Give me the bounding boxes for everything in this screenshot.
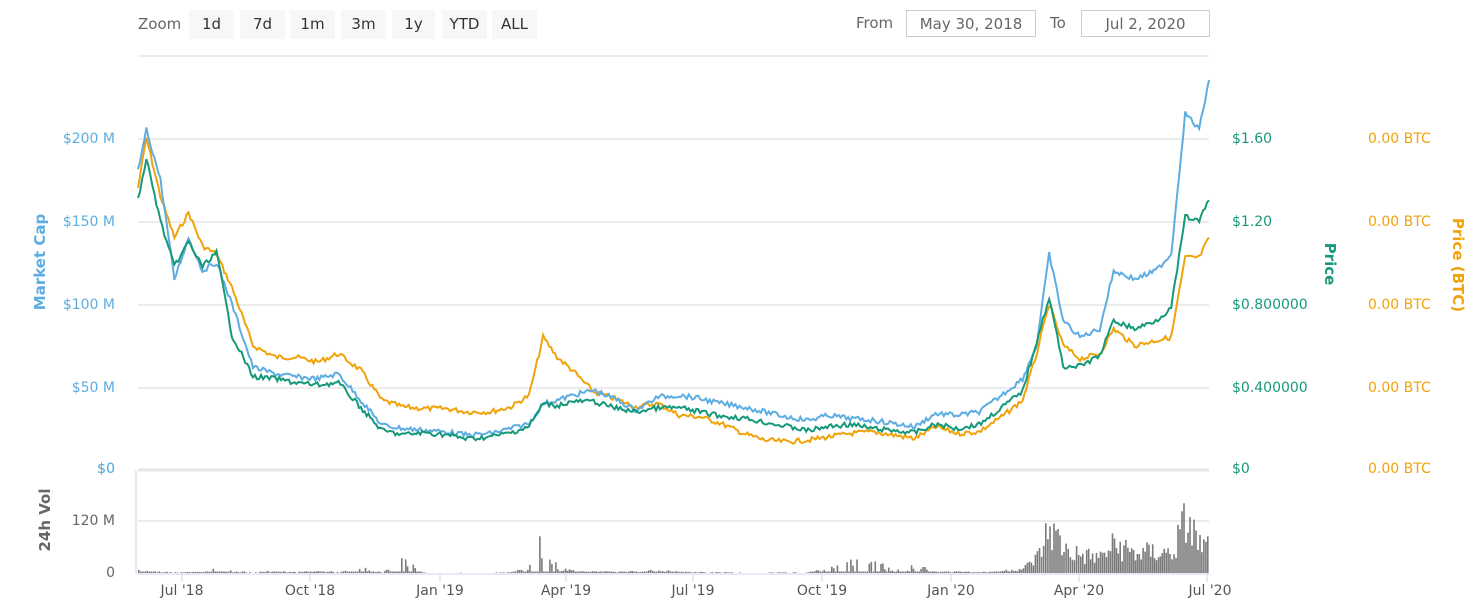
y-tick: $100 M [62,297,115,313]
x-tick: Apr '20 [1053,583,1105,599]
x-tick: Jul '20 [1188,583,1232,599]
y-tick: 0 [106,565,115,581]
y-tick: $1.20 [1232,214,1273,230]
zoom-all-button[interactable]: ALL [492,10,537,39]
y-tick: $0 [1232,461,1250,477]
y-tick: $50 M [71,380,115,396]
y-tick: $1.60 [1232,131,1273,147]
zoom-1d-button[interactable]: 1d [189,10,234,39]
y-tick: $0 [97,461,115,477]
from-label: From [856,14,894,32]
y-tick: 0.00 BTC [1368,461,1431,477]
y-tick: $150 M [62,214,115,230]
y-tick: 0.00 BTC [1368,131,1431,147]
y-tick: 120 M [71,513,115,529]
zoom-label: Zoom [138,15,182,33]
x-tick: Jul '18 [160,583,204,599]
x-tick: Jan '19 [416,583,464,599]
zoom-1m-button[interactable]: 1m [290,10,335,39]
y-tick: $0.800000 [1232,297,1308,313]
y-tick: 0.00 BTC [1368,380,1431,396]
volume-bars [138,503,1209,573]
x-tick: Jul '19 [671,583,715,599]
y-tick: 0.00 BTC [1368,214,1431,230]
zoom-1y-button[interactable]: 1y [392,10,435,39]
y-tick: $200 M [62,131,115,147]
price-lines [137,79,1210,445]
x-tick: Oct '19 [796,583,848,599]
to-label: To [1050,14,1066,32]
x-tick: Jan '20 [927,583,975,599]
to-date-input[interactable]: Jul 2, 2020 [1081,10,1210,37]
y-tick: $0.400000 [1232,380,1308,396]
zoom-7d-button[interactable]: 7d [240,10,285,39]
from-date-input[interactable]: May 30, 2018 [906,10,1036,37]
zoom-3m-button[interactable]: 3m [341,10,386,39]
y-tick: 0.00 BTC [1368,297,1431,313]
x-tick: Oct '18 [284,583,336,599]
zoom-ytd-button[interactable]: YTD [442,10,487,39]
gridlines [135,55,1209,582]
x-tick: Apr '19 [540,583,592,599]
y-tick: $0 [97,461,115,477]
